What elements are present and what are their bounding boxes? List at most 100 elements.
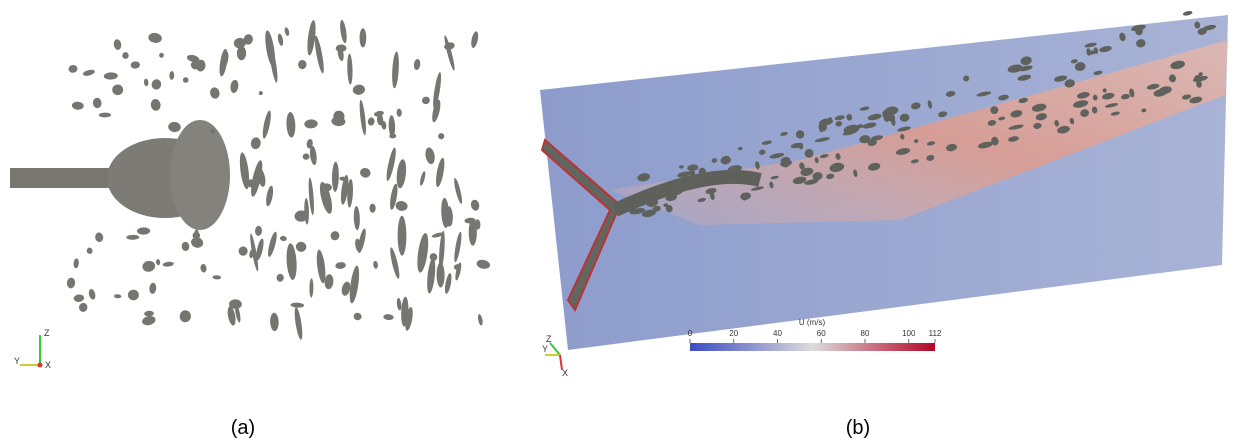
isosurface-blob	[266, 231, 278, 258]
isosurface-blob	[421, 96, 431, 105]
axis-dot	[38, 363, 43, 368]
isosurface-blob	[358, 100, 367, 136]
isosurface-blob	[112, 84, 124, 95]
isosurface-blob	[336, 44, 347, 52]
isosurface-blob	[68, 65, 78, 73]
isosurface-blob	[353, 312, 362, 321]
isosurface-blob	[309, 278, 313, 297]
colorbar-tick-label: 40	[773, 329, 782, 338]
isosurface-blob	[369, 204, 375, 213]
isosurface-blob	[88, 288, 97, 300]
isosurface-blob	[477, 314, 483, 326]
isosurface-blob	[332, 162, 339, 192]
isosurface-blob	[443, 35, 456, 72]
colorbar-tick-label: 20	[729, 329, 738, 338]
isosurface-blob	[424, 147, 436, 165]
isosurface-blob	[150, 98, 161, 111]
isosurface-blob	[265, 185, 275, 207]
isosurface-blob	[144, 310, 154, 316]
isosurface-blob	[255, 226, 263, 237]
isosurface-blob	[302, 153, 310, 160]
isosurface-blob	[277, 274, 284, 282]
isosurface-blob	[277, 33, 284, 46]
isosurface-blob	[114, 294, 122, 298]
isosurface-blob	[476, 259, 491, 270]
axes-triad: Z Y X	[14, 328, 51, 370]
isosurface-blob	[396, 298, 402, 311]
isosurface-blob	[168, 121, 182, 132]
axis-label: X	[562, 368, 568, 378]
isosurface-blob	[373, 110, 384, 117]
axis-label: Y	[542, 344, 548, 354]
caption: (b)	[846, 417, 870, 439]
isosurface-blob	[359, 167, 371, 179]
isosurface-blob	[82, 69, 95, 77]
panel-a	[10, 20, 491, 341]
axis-label: Z	[44, 328, 50, 338]
isosurface-blob	[237, 46, 247, 60]
isosurface-blob	[73, 294, 84, 303]
isosurface-blob	[352, 84, 366, 96]
isosurface-blob	[335, 262, 346, 270]
isosurface-blob	[284, 27, 290, 37]
colorbar-gradient	[690, 343, 935, 351]
colorbar-tick-label: 100	[902, 329, 916, 338]
isosurface-blob	[285, 243, 297, 280]
isosurface-blob	[66, 277, 75, 288]
isosurface-blob	[72, 101, 84, 110]
isosurface-blob	[398, 216, 407, 256]
isosurface-blob	[395, 159, 407, 189]
colorbar-title: U (m/s)	[799, 318, 826, 327]
isosurface-blob	[169, 71, 174, 80]
isosurface-blob	[104, 72, 118, 80]
isosurface-blob	[280, 236, 287, 242]
isosurface-blob	[258, 91, 263, 96]
isosurface-blob	[179, 310, 192, 324]
isosurface-blob	[293, 307, 304, 340]
axis-line	[550, 343, 560, 355]
isosurface-blob	[181, 241, 190, 251]
isosurface-blob	[388, 115, 395, 137]
isosurface-blob	[141, 260, 156, 273]
panel-b	[540, 10, 1228, 350]
axis-label: X	[45, 360, 51, 370]
nozzle	[10, 168, 115, 188]
isosurface-blob	[99, 113, 111, 118]
isosurface-blob	[286, 112, 296, 138]
isosurface-blob	[383, 314, 394, 321]
isosurface-blob	[270, 313, 279, 332]
isosurface-blob	[309, 145, 318, 165]
isosurface-blob	[183, 77, 189, 83]
isosurface-blob	[438, 133, 445, 140]
isosurface-blob	[86, 247, 93, 254]
jet-core	[170, 120, 230, 230]
isosurface-blob	[73, 258, 79, 268]
isosurface-blob	[149, 282, 157, 294]
isosurface-blob	[95, 232, 104, 243]
isosurface-blob	[426, 258, 437, 294]
isosurface-blob	[360, 28, 367, 47]
isosurface-blob	[126, 235, 139, 240]
isosurface-blob	[470, 31, 480, 49]
isosurface-blob	[137, 227, 150, 234]
isosurface-blob	[212, 275, 221, 280]
colorbar-tick-label: 0	[688, 329, 693, 338]
isosurface-blob	[395, 200, 409, 212]
isosurface-blob	[419, 171, 427, 186]
colorbar-tick-label: 112	[929, 329, 942, 338]
isosurface-blob	[148, 32, 163, 44]
isosurface-blob	[159, 52, 165, 58]
isosurface-blob	[415, 232, 430, 273]
isosurface-blob	[324, 274, 334, 290]
colorbar-tick-label: 60	[817, 329, 826, 338]
isosurface-blob	[151, 78, 162, 90]
isosurface-blob	[396, 108, 402, 116]
isosurface-blob	[298, 60, 307, 70]
isosurface-blob	[353, 206, 360, 230]
isosurface-blob	[162, 261, 174, 267]
isosurface-blob	[130, 61, 140, 69]
isosurface-blob	[330, 230, 341, 241]
colorbar-tick-label: 80	[861, 329, 870, 338]
isosurface-blob	[156, 259, 161, 266]
isosurface-blob	[470, 199, 480, 212]
